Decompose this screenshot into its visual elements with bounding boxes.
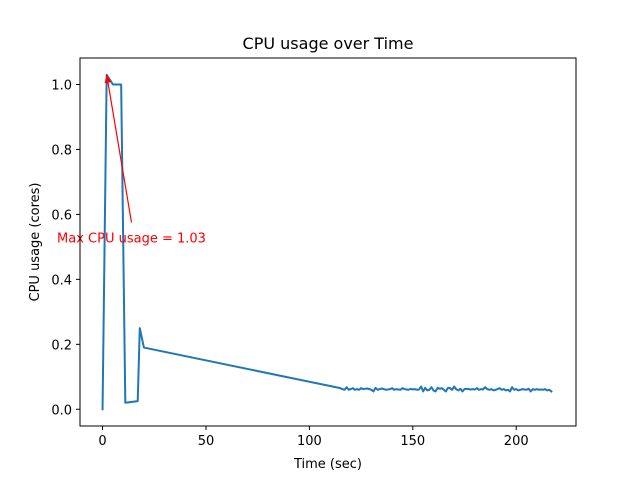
y-tick-label: 0.6: [51, 208, 72, 223]
y-tick-label: 0.0: [51, 403, 72, 418]
x-tick-label: 100: [297, 434, 322, 449]
plot-area: Max CPU usage = 1.03 0 50 100 150 200 0.0 0.2 0.…: [51, 57, 577, 449]
axes-frame: [79, 57, 577, 427]
x-tick-label: 150: [400, 434, 425, 449]
x-tick-label: 0: [98, 434, 106, 449]
x-axis-label: Time (sec): [293, 457, 362, 472]
max-cpu-annotation: Max CPU usage = 1.03: [57, 232, 206, 247]
chart-title: CPU usage over Time: [243, 34, 414, 53]
cpu-usage-series-line: [101, 73, 553, 411]
y-tick-label: 0.4: [51, 273, 72, 288]
x-tick-label: 200: [504, 434, 529, 449]
annotation-arrowhead: [104, 74, 112, 84]
y-tick-label: 0.2: [51, 338, 72, 353]
annotation-arrow-line: [106, 74, 133, 223]
y-tick-label: 1.0: [51, 78, 72, 93]
y-tick-label: 0.8: [51, 143, 72, 158]
x-tick-label: 50: [198, 434, 215, 449]
y-axis-label: CPU usage (cores): [28, 183, 43, 302]
